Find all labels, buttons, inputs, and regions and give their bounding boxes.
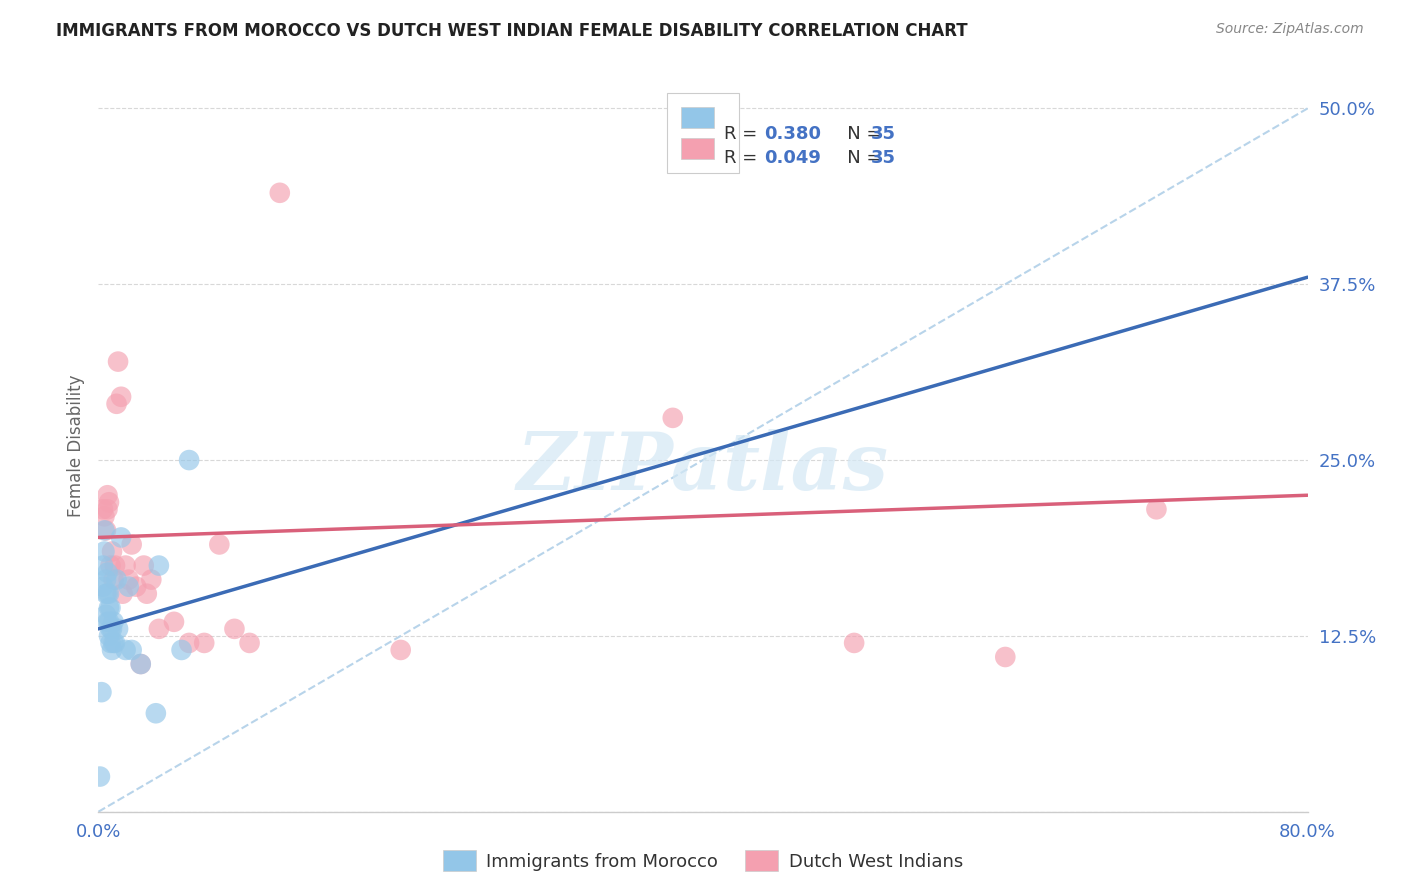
Text: R =: R =	[724, 125, 763, 143]
Point	[121, 537, 143, 551]
Point	[100, 622, 122, 636]
Point	[89, 770, 111, 784]
Point	[98, 600, 121, 615]
Text: N =: N =	[830, 149, 887, 167]
Point	[101, 643, 124, 657]
Point	[94, 587, 117, 601]
Point	[96, 566, 118, 580]
Point	[101, 544, 124, 558]
Point	[269, 186, 291, 200]
Point	[91, 558, 114, 573]
Point	[114, 643, 136, 657]
Point	[100, 600, 122, 615]
Point	[98, 615, 121, 629]
Point	[148, 622, 170, 636]
Point	[93, 544, 115, 558]
Point	[1144, 502, 1167, 516]
Point	[100, 558, 122, 573]
Point	[179, 636, 201, 650]
Point	[208, 537, 231, 551]
Point	[94, 607, 117, 622]
Point	[170, 643, 193, 657]
Point	[94, 524, 117, 538]
Point	[103, 636, 125, 650]
Point	[129, 657, 152, 671]
Point	[105, 573, 128, 587]
Point	[93, 509, 115, 524]
Point	[98, 629, 121, 643]
Point	[111, 587, 134, 601]
Point	[132, 558, 155, 573]
Text: Source: ZipAtlas.com: Source: ZipAtlas.com	[1216, 22, 1364, 37]
Point	[661, 410, 683, 425]
Text: 0.049: 0.049	[763, 149, 821, 167]
Point	[96, 502, 118, 516]
Point	[129, 657, 152, 671]
Point	[101, 622, 124, 636]
Point	[994, 650, 1017, 665]
Point	[224, 622, 246, 636]
Text: N =: N =	[830, 125, 887, 143]
Text: 35: 35	[870, 149, 896, 167]
Point	[96, 615, 118, 629]
Point	[103, 573, 125, 587]
Point	[844, 636, 866, 650]
Point	[90, 685, 112, 699]
Point	[141, 573, 163, 587]
Point	[114, 558, 136, 573]
Point	[148, 558, 170, 573]
Point	[91, 580, 114, 594]
Point	[105, 397, 128, 411]
Point	[104, 636, 127, 650]
Point	[91, 502, 114, 516]
Text: 0.380: 0.380	[763, 125, 821, 143]
Y-axis label: Female Disability: Female Disability	[66, 375, 84, 517]
Point	[121, 643, 143, 657]
Legend: , : ,	[666, 93, 740, 173]
Point	[107, 354, 129, 368]
Point	[93, 524, 115, 538]
Point	[94, 573, 117, 587]
Legend: Immigrants from Morocco, Dutch West Indians: Immigrants from Morocco, Dutch West Indi…	[436, 843, 970, 879]
Point	[135, 587, 157, 601]
Point	[104, 558, 127, 573]
Text: R =: R =	[724, 149, 763, 167]
Point	[145, 706, 167, 721]
Point	[163, 615, 186, 629]
Point	[389, 643, 412, 657]
Point	[239, 636, 262, 650]
Point	[110, 530, 132, 544]
Text: 35: 35	[870, 125, 896, 143]
Text: IMMIGRANTS FROM MOROCCO VS DUTCH WEST INDIAN FEMALE DISABILITY CORRELATION CHART: IMMIGRANTS FROM MOROCCO VS DUTCH WEST IN…	[56, 22, 967, 40]
Point	[98, 495, 121, 509]
Point	[107, 622, 129, 636]
Point	[103, 615, 125, 629]
Point	[98, 587, 121, 601]
Point	[96, 488, 118, 502]
Text: ZIPatlas: ZIPatlas	[517, 429, 889, 507]
Point	[118, 580, 141, 594]
Point	[193, 636, 215, 650]
Point	[110, 390, 132, 404]
Point	[100, 636, 122, 650]
Point	[118, 573, 141, 587]
Point	[125, 580, 148, 594]
Point	[179, 453, 201, 467]
Point	[96, 587, 118, 601]
